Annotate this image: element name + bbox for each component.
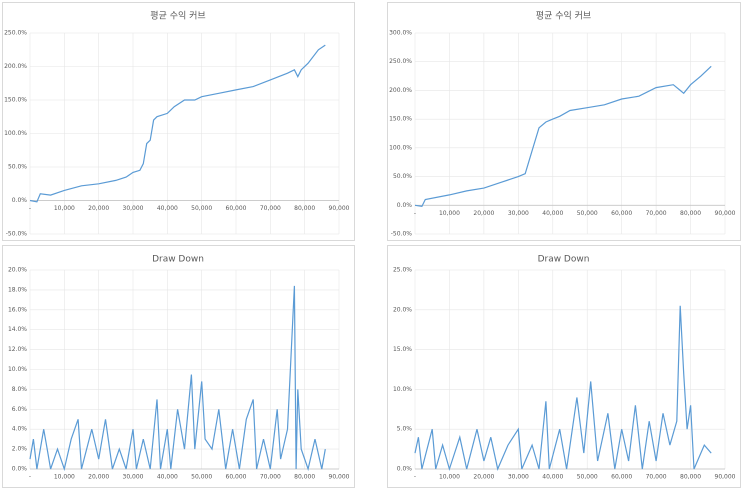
- y-tick-label: 4.0%: [12, 426, 28, 433]
- chart-panel: Draw Down 0.0% 2.0% 4.0% 6.0% 8.0% 10.0% 12.0% 1…: [2, 245, 355, 488]
- x-tick-label: 50,000: [577, 210, 598, 217]
- x-tick-label: 10,000: [54, 474, 75, 481]
- x-tick-label: 10,000: [439, 210, 460, 217]
- chart-title: 평균 수익 커브: [536, 10, 591, 22]
- x-tick-label: 60,000: [611, 474, 632, 481]
- y-tick-label: 100.0%: [389, 144, 412, 151]
- y-tick-label: 150.0%: [389, 116, 412, 123]
- x-tick-label: 20,000: [88, 205, 109, 212]
- x-tick-label: 90,000: [715, 474, 736, 481]
- chart-title: Draw Down: [152, 255, 204, 265]
- y-tick-label: 250.0%: [389, 58, 412, 65]
- y-tick-label: 20.0%: [8, 267, 27, 274]
- y-tick-label: 14.0%: [8, 326, 27, 333]
- data-line: [414, 305, 712, 472]
- y-tick-label: 50.0%: [8, 164, 27, 171]
- x-tick-label: 60,000: [226, 474, 247, 481]
- y-tick-label: 250.0%: [4, 30, 27, 37]
- x-tick-label: 40,000: [542, 474, 563, 481]
- x-tick-label: 80,000: [294, 474, 315, 481]
- x-tick-label: -: [414, 210, 416, 217]
- y-tick-label: 200.0%: [4, 63, 27, 70]
- chart-title: 평균 수익 커브: [150, 10, 205, 22]
- x-tick-label: 40,000: [157, 205, 178, 212]
- chart-panel: Draw Down 0.0% 5.0% 10.0% 15.0% 20.0% 25.0% - 10…: [387, 245, 741, 488]
- x-tick-label: 70,000: [260, 474, 281, 481]
- y-tick-label: 5.0%: [397, 426, 413, 433]
- x-tick-label: -: [414, 474, 416, 481]
- y-tick-label: -50.0%: [6, 231, 28, 238]
- x-tick-label: -: [29, 205, 31, 212]
- y-tick-label: 18.0%: [8, 286, 27, 293]
- y-tick-label: 0.0%: [12, 197, 28, 204]
- x-tick-label: 30,000: [123, 474, 144, 481]
- x-tick-label: 20,000: [473, 474, 494, 481]
- data-line: [29, 285, 326, 472]
- y-tick-label: 2.0%: [12, 446, 28, 453]
- y-tick-label: 15.0%: [393, 346, 412, 353]
- x-tick-label: 90,000: [715, 210, 736, 217]
- data-line: [29, 44, 326, 203]
- y-tick-label: -50.0%: [391, 231, 413, 238]
- x-tick-label: 80,000: [680, 210, 701, 217]
- y-tick-label: 300.0%: [389, 30, 412, 37]
- x-tick-label: 40,000: [157, 474, 178, 481]
- panel-border: [387, 2, 741, 241]
- y-tick-label: 20.0%: [393, 306, 412, 313]
- y-tick-label: 16.0%: [8, 306, 27, 313]
- y-tick-label: 100.0%: [4, 130, 27, 137]
- y-tick-label: 50.0%: [393, 173, 412, 180]
- x-tick-label: 80,000: [680, 474, 701, 481]
- y-tick-label: 10.0%: [8, 366, 27, 373]
- y-tick-label: 8.0%: [12, 386, 28, 393]
- chart-panel: 평균 수익 커브 -50.0% 0.0% 50.0% 100.0% 150.0% 200.0…: [387, 2, 741, 241]
- chart-title: Draw Down: [538, 255, 590, 265]
- x-tick-label: 30,000: [508, 210, 529, 217]
- x-tick-label: 50,000: [191, 205, 212, 212]
- x-tick-label: 80,000: [294, 205, 315, 212]
- x-tick-label: 40,000: [542, 210, 563, 217]
- x-tick-label: 90,000: [329, 205, 350, 212]
- y-tick-label: 150.0%: [4, 97, 27, 104]
- x-tick-label: 20,000: [88, 474, 109, 481]
- x-tick-label: 90,000: [329, 474, 350, 481]
- y-tick-label: 0.0%: [397, 202, 413, 209]
- y-tick-label: 0.0%: [12, 466, 28, 473]
- y-tick-label: 200.0%: [389, 87, 412, 94]
- y-tick-label: 0.0%: [397, 466, 413, 473]
- x-tick-label: 70,000: [260, 205, 281, 212]
- x-tick-label: -: [29, 474, 31, 481]
- data-line: [414, 65, 712, 208]
- x-tick-label: 10,000: [54, 205, 75, 212]
- y-tick-label: 25.0%: [393, 267, 412, 274]
- y-tick-label: 6.0%: [12, 406, 28, 413]
- x-tick-label: 70,000: [646, 474, 667, 481]
- x-tick-label: 30,000: [123, 205, 144, 212]
- x-tick-label: 50,000: [191, 474, 212, 481]
- x-tick-label: 70,000: [646, 210, 667, 217]
- x-tick-label: 30,000: [508, 474, 529, 481]
- y-tick-label: 10.0%: [393, 386, 412, 393]
- x-tick-label: 60,000: [611, 210, 632, 217]
- chart-panel: 평균 수익 커브 -50.0% 0.0% 50.0% 100.0% 150.0% 200.0…: [2, 2, 355, 241]
- x-tick-label: 50,000: [577, 474, 598, 481]
- x-tick-label: 10,000: [439, 474, 460, 481]
- x-tick-label: 20,000: [473, 210, 494, 217]
- y-tick-label: 12.0%: [8, 346, 27, 353]
- panel-border: [387, 245, 741, 488]
- x-tick-label: 60,000: [226, 205, 247, 212]
